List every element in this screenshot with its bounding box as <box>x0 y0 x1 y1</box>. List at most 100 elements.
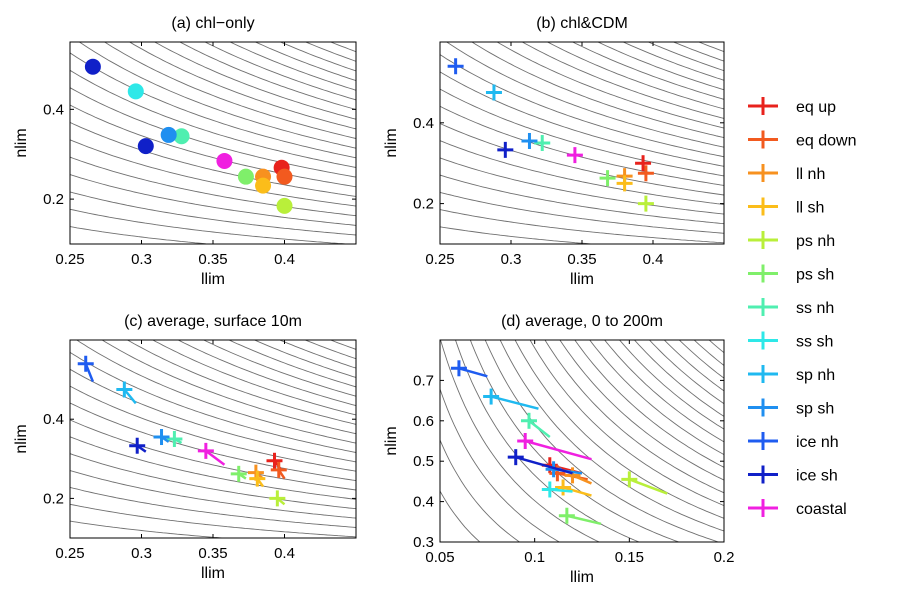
contour-line <box>544 340 724 494</box>
contour-line <box>440 157 724 215</box>
x-tick-label: 0.25 <box>55 251 84 268</box>
contour-line <box>484 340 721 542</box>
x-axis-label: llim <box>570 271 594 288</box>
point-ps-nh <box>621 471 668 495</box>
legend-label: ice nh <box>796 434 839 451</box>
plot-area <box>439 41 725 245</box>
contour-line <box>304 42 356 62</box>
x-axis-label: llim <box>201 271 225 288</box>
contour-line <box>278 340 356 369</box>
x-tick-label: 0.35 <box>567 251 596 268</box>
x-tick-label: 0.25 <box>55 545 84 562</box>
contour-line <box>227 340 356 388</box>
x-axis-label: llim <box>570 569 594 586</box>
contour-line <box>151 340 356 416</box>
panel-c: 0.25 0.3 0.35 0.4 0.2 0.4 (c) average, surface… <box>13 313 357 582</box>
x-tick-label: 0.4 <box>274 545 295 562</box>
point-ss-nh <box>520 412 551 438</box>
contour-line <box>70 87 356 178</box>
contour-line <box>440 191 724 234</box>
y-tick-label: 0.2 <box>43 490 64 507</box>
point-sp-nh <box>116 381 137 405</box>
contour-line <box>440 340 601 542</box>
data-points <box>450 360 668 526</box>
contour-line <box>78 42 356 149</box>
contour-line <box>177 340 356 407</box>
contour-lines <box>440 340 724 542</box>
point-coastal <box>566 147 583 164</box>
trend-line <box>515 455 573 475</box>
point-ice-nh <box>77 355 95 383</box>
contour-line <box>303 340 356 360</box>
y-tick-label: 0.3 <box>413 534 434 551</box>
contour-line <box>70 402 356 482</box>
contour-line <box>648 340 724 405</box>
contour-line <box>440 88 724 177</box>
trend-line <box>628 478 668 495</box>
legend-label: ll sh <box>796 200 824 217</box>
panel-b: 0.25 0.3 0.35 0.4 0.2 0.4 (b) chl&CDM llim nlim <box>383 15 725 288</box>
point-ps-sh <box>230 465 247 482</box>
contour-line <box>70 208 354 244</box>
contour-line <box>70 104 356 188</box>
contour-line <box>499 340 724 532</box>
y-axis-label: nlim <box>13 128 30 157</box>
point-ice-sh <box>84 58 101 75</box>
contour-line <box>672 42 724 62</box>
data-points <box>77 355 287 507</box>
point-ps-sh <box>599 170 616 187</box>
contour-line <box>101 340 356 435</box>
point-ice-sh <box>507 449 573 475</box>
x-tick-label: 0.3 <box>131 545 152 562</box>
legend-label: sp nh <box>796 367 835 384</box>
contour-line <box>440 123 724 196</box>
point-coastal <box>216 152 233 169</box>
point-eq-up <box>635 155 652 172</box>
contour-line <box>440 54 724 158</box>
legend-item-ll-sh: ll sh <box>748 197 824 217</box>
legend-item-ss-sh: ss sh <box>748 331 833 351</box>
contour-line <box>455 340 641 542</box>
panel-d: 0.05 0.1 0.15 0.2 0.3 0.4 0.5 0.6 0.7 (d) average… <box>383 313 734 586</box>
legend-label: coastal <box>796 501 847 518</box>
x-tick-label: 0.35 <box>198 251 227 268</box>
legend-label: ps sh <box>796 267 834 284</box>
contour-line <box>622 42 724 81</box>
y-tick-label: 0.4 <box>413 115 434 132</box>
contour-line <box>521 42 724 119</box>
contour-line <box>440 71 724 167</box>
x-tick-label: 0.25 <box>425 251 454 268</box>
point-eq-down <box>276 168 293 185</box>
point-ll-sh <box>555 479 592 497</box>
contour-line <box>70 385 356 472</box>
point-ps-sh <box>237 168 254 185</box>
legend-label: ss nh <box>796 300 834 317</box>
contour-line <box>647 42 724 72</box>
contour-line <box>663 340 724 392</box>
legend-item-ss-nh: ss nh <box>748 298 834 317</box>
y-tick-label: 0.6 <box>413 413 434 430</box>
trend-line <box>123 388 137 405</box>
contour-line <box>70 52 356 159</box>
panel-a: 0.25 0.3 0.35 0.4 0.2 0.4 (a) chl−only llim nlim <box>13 15 357 288</box>
contour-line <box>202 340 356 397</box>
x-tick-label: 0.3 <box>131 251 152 268</box>
x-axis-label: llim <box>201 565 225 582</box>
point-eq-down <box>637 165 654 182</box>
contour-line <box>440 140 724 206</box>
legend-item-sp-nh: sp nh <box>748 365 835 384</box>
contour-line <box>440 389 561 542</box>
contour-line <box>70 139 356 207</box>
contour-line <box>70 226 214 244</box>
point-ice-nh <box>447 58 464 75</box>
legend-item-eq-down: eq down <box>748 130 857 150</box>
legend-label: ps nh <box>796 233 835 250</box>
contour-line <box>440 439 521 542</box>
contour-line <box>70 486 356 528</box>
contour-line <box>693 340 724 366</box>
contour-line <box>153 42 356 120</box>
panel-title: (c) average, surface 10m <box>124 313 302 330</box>
contour-line <box>103 42 356 139</box>
point-ps-nh <box>269 490 286 507</box>
y-axis-label: nlim <box>383 426 400 455</box>
